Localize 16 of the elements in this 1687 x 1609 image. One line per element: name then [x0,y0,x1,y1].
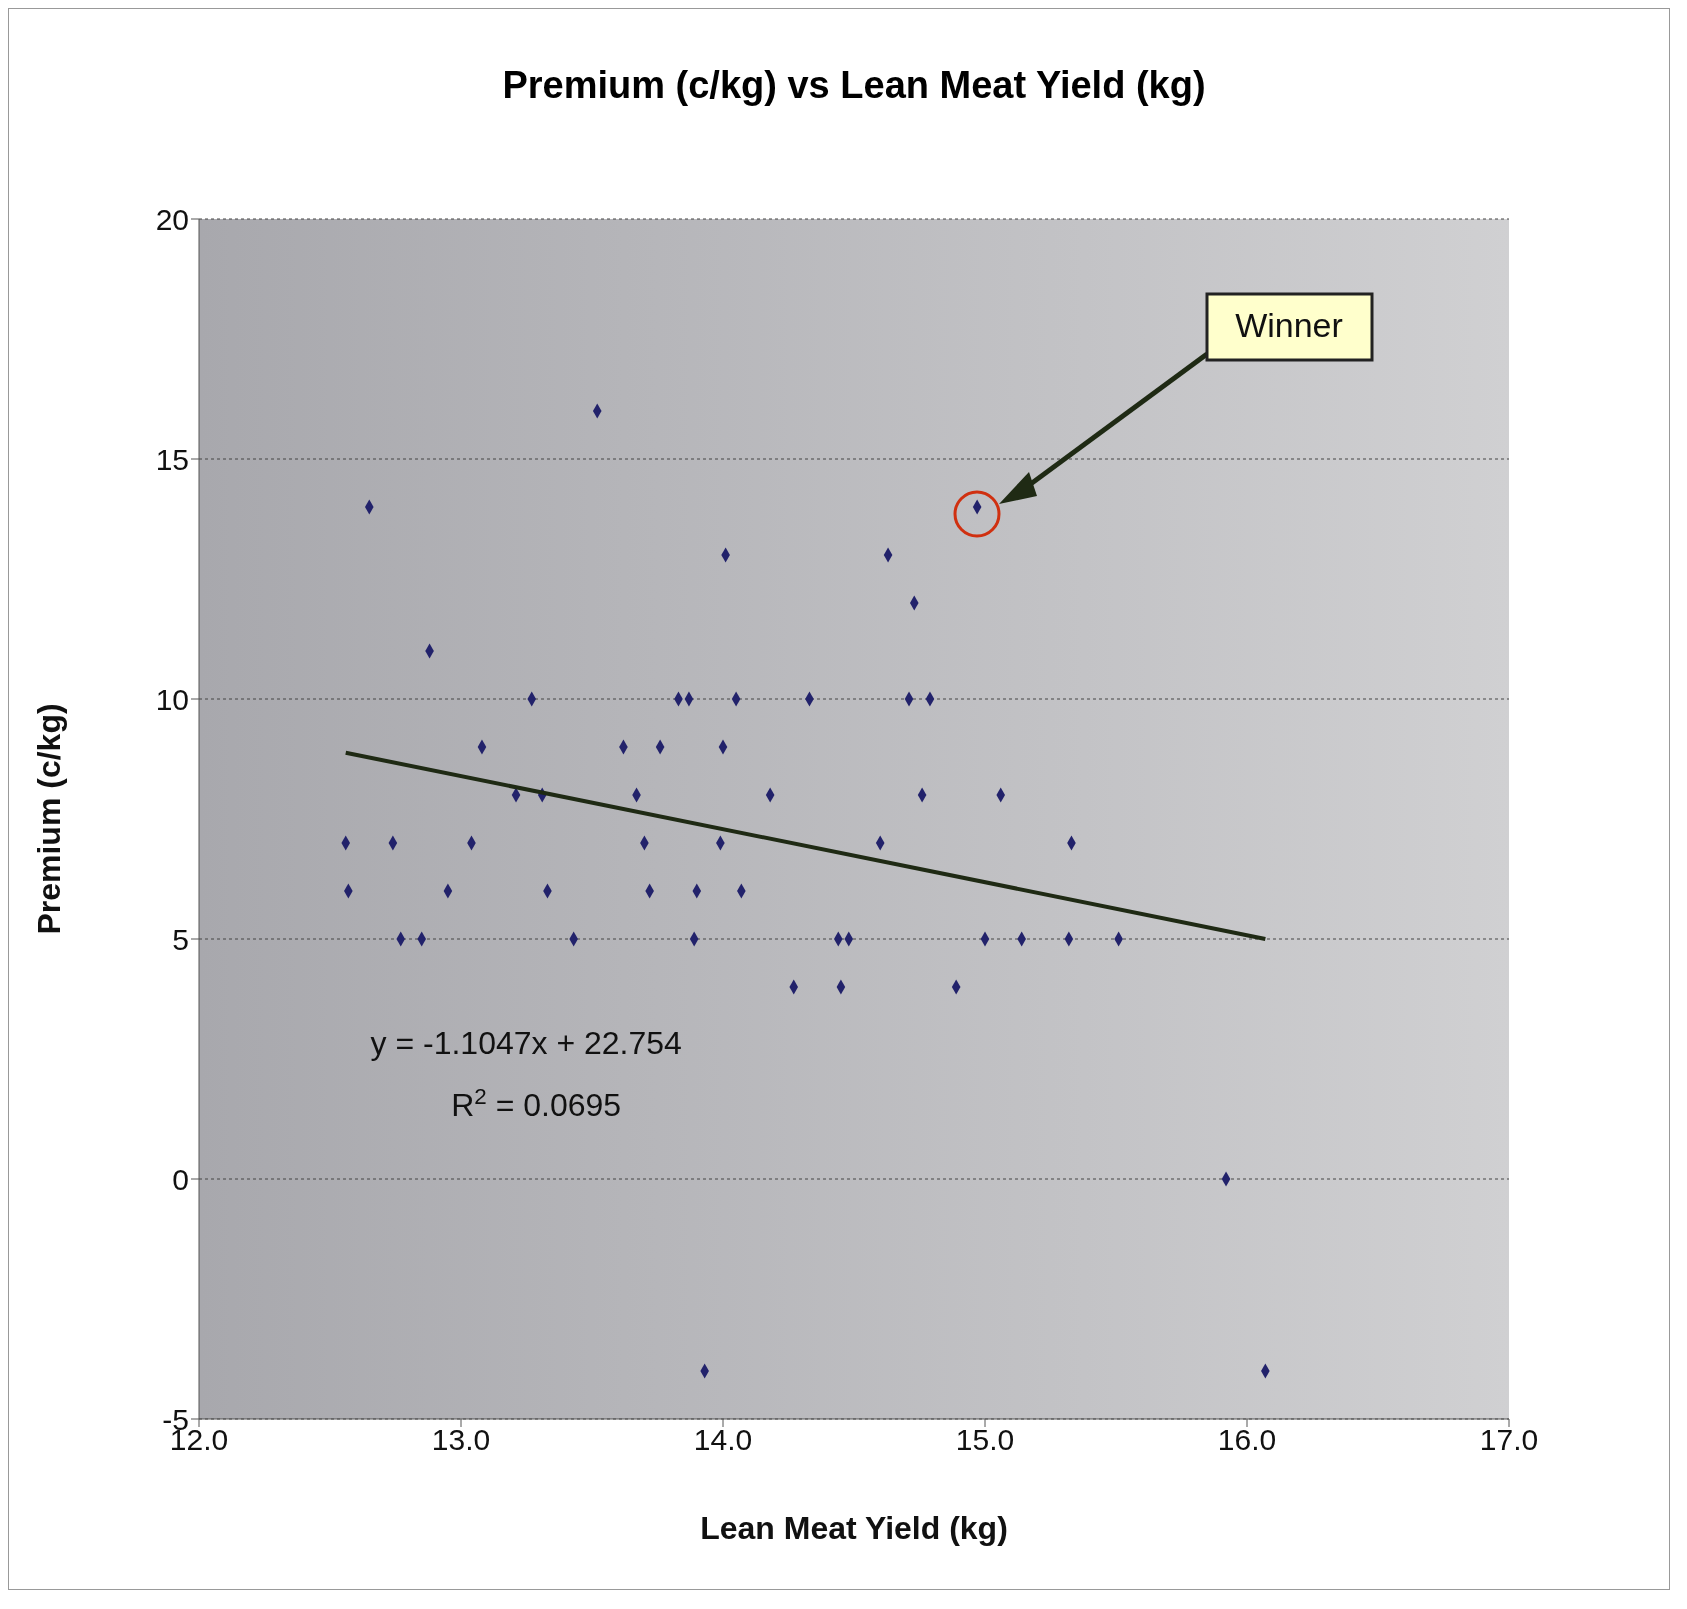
y-tick-label: 5 [172,922,189,956]
annotation: y = -1.1047x + 22.754 [370,1025,682,1062]
x-tick-label: 16.0 [1217,1423,1277,1457]
x-tick-label: 15.0 [955,1423,1015,1457]
y-tick-label: 15 [155,442,189,476]
y-axis-title: Premium (c/kg) [31,703,68,935]
y-tick-label: 0 [172,1162,189,1196]
annotation: Winner [1235,306,1343,344]
x-tick-label: 14.0 [693,1423,753,1457]
x-axis-title: Lean Meat Yield (kg) [700,1510,1008,1546]
annotation: R$^{2}$ = 0.0695 [451,1083,622,1124]
y-tick-label: 10 [155,682,189,716]
y-tick-label: 20 [155,202,189,236]
chart-title: Premium (c/kg) vs Lean Meat Yield (kg) [501,64,1207,107]
x-tick-label: 17.0 [1479,1423,1539,1457]
x-tick-label: 13.0 [431,1423,491,1457]
